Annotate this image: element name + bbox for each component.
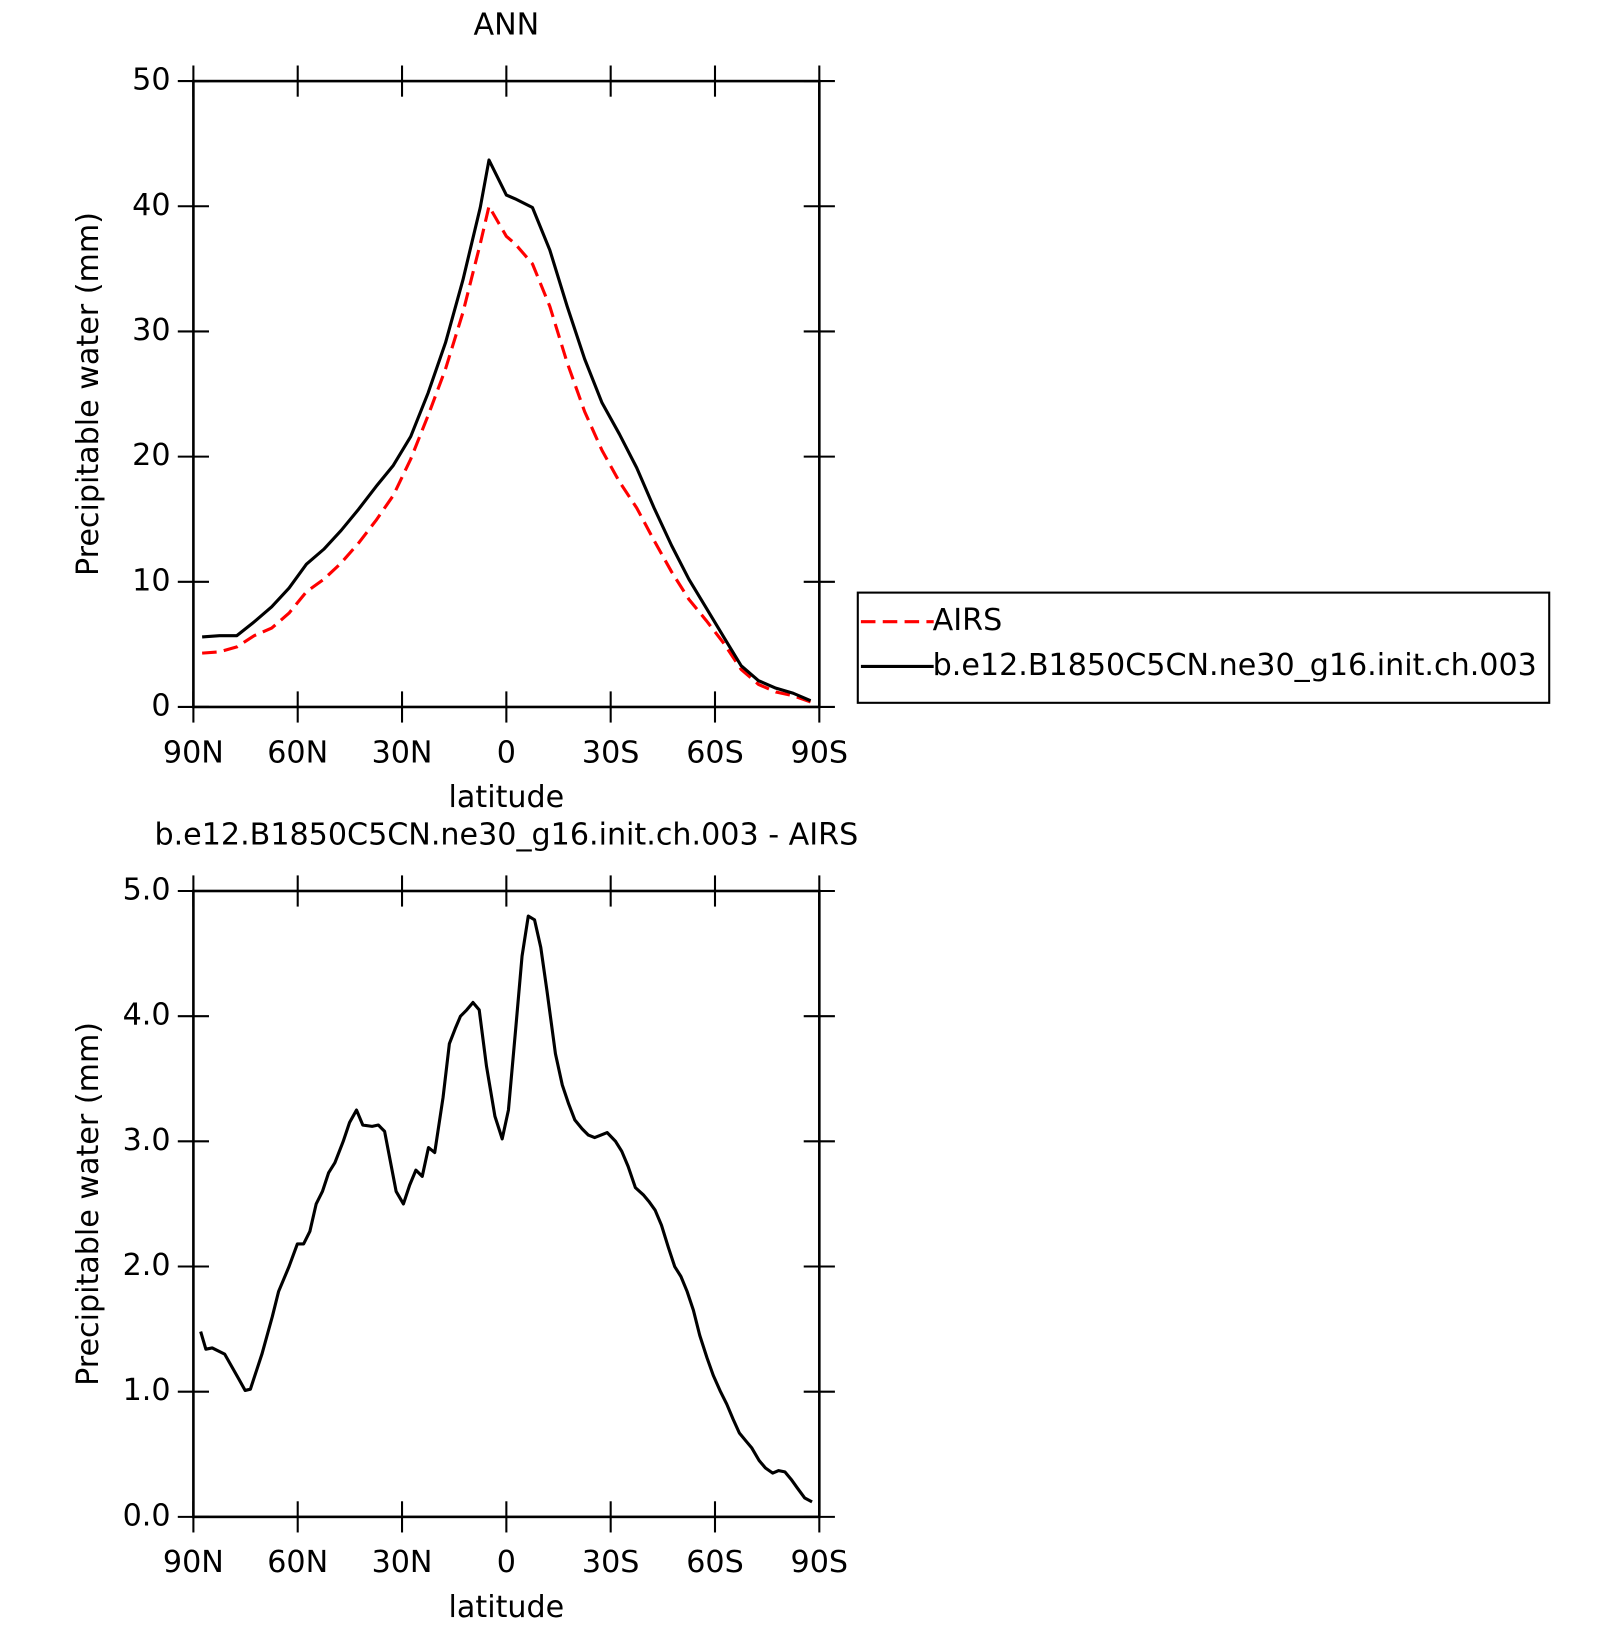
x-axis-label: latitude <box>449 1590 565 1625</box>
y-tick-label: 5.0 <box>123 872 171 907</box>
data-line <box>202 158 812 703</box>
y-axis-label: Precipitable water (mm) <box>71 212 106 576</box>
data-line <box>199 914 813 1504</box>
x-tick-label: 90S <box>791 1545 849 1580</box>
y-tick-label: 2.0 <box>123 1248 171 1283</box>
y-tick-label: 40 <box>132 188 170 223</box>
legend-label: b.e12.B1850C5CN.ne30_g16.init.ch.003 <box>933 648 1537 683</box>
plot-frame <box>192 889 821 1519</box>
y-tick-label: 30 <box>132 313 170 348</box>
x-tick-label: 30S <box>582 735 640 770</box>
y-tick-label: 50 <box>132 63 170 98</box>
x-tick-label: 60N <box>267 1545 328 1580</box>
legend-label: AIRS <box>933 603 1003 638</box>
x-tick-label: 0 <box>497 1545 516 1580</box>
y-tick-label: 10 <box>132 563 170 598</box>
y-tick-label: 3.0 <box>123 1123 171 1158</box>
x-tick-label: 90S <box>791 735 849 770</box>
y-tick-label: 0.0 <box>123 1498 171 1533</box>
y-tick-label: 20 <box>132 438 170 473</box>
y-tick-label: 0 <box>151 688 170 723</box>
plot-frame <box>192 79 821 709</box>
x-tick-label: 60S <box>686 1545 744 1580</box>
legend-box <box>856 591 1551 704</box>
x-tick-label: 60N <box>267 735 328 770</box>
x-tick-label: 30N <box>372 1545 433 1580</box>
x-tick-label: 30S <box>582 1545 640 1580</box>
y-tick-label: 1.0 <box>123 1373 171 1408</box>
x-tick-label: 0 <box>497 735 516 770</box>
x-tick-label: 90N <box>163 1545 224 1580</box>
x-tick-label: 90N <box>163 735 224 770</box>
x-axis-label: latitude <box>449 780 565 815</box>
chart-title: b.e12.B1850C5CN.ne30_g16.init.ch.003 - A… <box>154 817 858 852</box>
y-axis-label: Precipitable water (mm) <box>71 1022 106 1386</box>
x-tick-label: 60S <box>686 735 744 770</box>
x-tick-label: 30N <box>372 735 433 770</box>
data-line <box>202 204 812 704</box>
y-tick-label: 4.0 <box>123 998 171 1033</box>
chart-title: ANN <box>473 7 539 42</box>
